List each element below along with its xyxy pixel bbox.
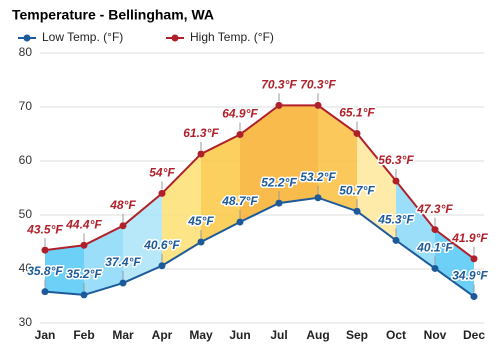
point: [119, 222, 127, 230]
x-tick-label: Feb: [73, 328, 94, 342]
value-label: 41.9°F: [451, 231, 488, 245]
legend-label: Low Temp. (°F): [42, 30, 123, 44]
band-fill: [435, 229, 474, 297]
value-label: 44.4°F: [65, 217, 102, 231]
x-tick-label: Nov: [424, 328, 447, 342]
point: [197, 238, 205, 246]
value-label: 50.7°F: [339, 183, 375, 197]
band-fill: [162, 153, 201, 266]
value-label: 64.9°F: [222, 107, 258, 121]
point: [392, 177, 400, 185]
value-label: 47.3°F: [416, 202, 453, 216]
point: [236, 218, 244, 226]
value-label: 54°F: [149, 166, 175, 180]
series-line: [44, 196, 475, 298]
value-label: 48°F: [109, 198, 136, 212]
value-label: 45.3°F: [377, 213, 414, 227]
point: [275, 101, 283, 109]
point: [431, 264, 439, 272]
point: [236, 131, 244, 139]
point: [80, 241, 88, 249]
x-tick-label: Oct: [386, 328, 406, 342]
point: [314, 101, 322, 109]
point: [314, 194, 322, 202]
band-fill: [123, 193, 162, 284]
value-label: 61.3°F: [183, 126, 219, 140]
value-label: 70.3°F: [300, 78, 336, 92]
value-label: 43.5°F: [26, 222, 63, 236]
x-tick-label: May: [189, 328, 213, 342]
point: [353, 207, 361, 215]
point: [275, 199, 283, 207]
point: [353, 129, 361, 137]
point: [431, 226, 439, 234]
band-fill: [240, 105, 279, 223]
value-label: 52.2°F: [261, 175, 297, 189]
y-tick-label: 60: [19, 153, 33, 167]
point: [41, 246, 49, 254]
x-tick-label: Apr: [152, 328, 173, 342]
value-label: 45°F: [187, 214, 214, 228]
point: [197, 150, 205, 158]
point: [80, 291, 88, 299]
value-label: 35.8°F: [27, 264, 63, 278]
band-fill: [45, 245, 84, 295]
legend-marker: [171, 34, 179, 42]
value-label: 56.3°F: [378, 153, 414, 167]
band-fill: [279, 105, 318, 204]
value-label: 65.1°F: [339, 106, 375, 120]
point: [392, 236, 400, 244]
value-label: 70.3°F: [261, 78, 297, 92]
x-tick-label: Dec: [463, 328, 485, 342]
x-tick-label: Jun: [229, 328, 250, 342]
value-label: 37.4°F: [105, 255, 141, 269]
y-tick-label: 70: [19, 99, 33, 113]
y-tick-label: 30: [19, 315, 33, 329]
x-tick-label: Sep: [346, 328, 368, 342]
value-label: 40.1°F: [416, 241, 453, 255]
point: [470, 293, 478, 301]
point: [158, 262, 166, 270]
band-fill: [201, 134, 240, 242]
series-line: [44, 104, 475, 260]
legend-label: High Temp. (°F): [190, 30, 274, 44]
value-label: 48.7°F: [221, 194, 258, 208]
chart-title: Temperature - Bellingham, WA: [12, 7, 214, 23]
x-tick-label: Aug: [306, 328, 329, 342]
band-fill: [357, 133, 396, 241]
y-tick-label: 40: [19, 261, 33, 275]
value-label: 35.2°F: [66, 267, 102, 281]
band-fill: [318, 105, 357, 212]
x-tick-label: Mar: [112, 328, 134, 342]
point: [158, 189, 166, 197]
value-label: 34.9°F: [452, 269, 488, 283]
legend-marker: [23, 34, 31, 42]
point: [470, 255, 478, 263]
value-label: 40.6°F: [143, 238, 180, 252]
y-tick-label: 80: [19, 45, 33, 59]
y-tick-label: 50: [19, 207, 33, 221]
band-fill: [84, 225, 123, 295]
x-tick-label: Jul: [270, 328, 287, 342]
value-label: 53.2°F: [300, 170, 336, 184]
point: [119, 279, 127, 287]
point: [41, 288, 49, 296]
x-tick-label: Jan: [35, 328, 56, 342]
